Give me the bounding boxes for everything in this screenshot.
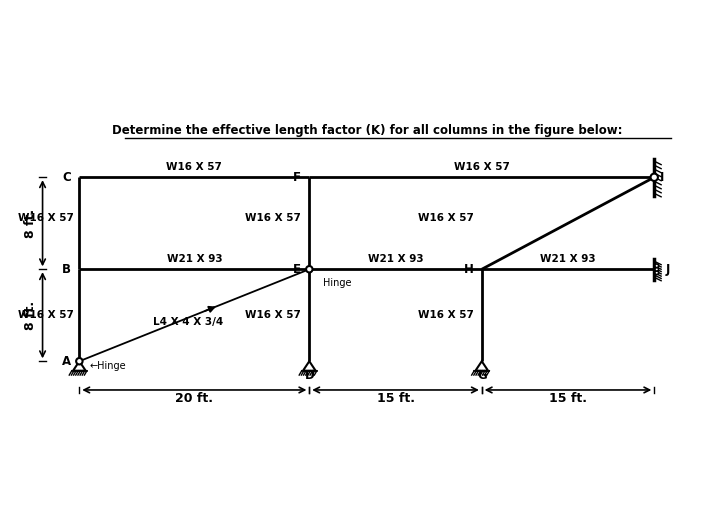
Text: W16 X 57: W16 X 57 (245, 310, 302, 320)
Text: B: B (63, 263, 71, 276)
Circle shape (655, 271, 659, 275)
Text: F: F (293, 171, 302, 184)
Text: 8 ft.: 8 ft. (24, 209, 37, 238)
Circle shape (655, 267, 659, 271)
Circle shape (655, 264, 659, 268)
Text: 15 ft.: 15 ft. (377, 392, 415, 405)
Text: L4 X 4 X 3/4: L4 X 4 X 3/4 (153, 317, 224, 327)
Text: Determine the effective length factor (K) for all columns in the figure below:: Determine the effective length factor (K… (112, 124, 622, 137)
Text: 20 ft.: 20 ft. (175, 392, 213, 405)
Text: W16 X 57: W16 X 57 (418, 310, 474, 320)
Text: Hinge: Hinge (323, 278, 352, 288)
Text: ←Hinge: ←Hinge (90, 362, 127, 372)
Text: I: I (660, 171, 664, 184)
Text: G: G (477, 369, 486, 382)
Text: A: A (62, 355, 71, 368)
Circle shape (650, 173, 658, 181)
Text: 8 ft.: 8 ft. (24, 301, 37, 330)
Text: W21 X 93: W21 X 93 (368, 254, 423, 264)
Text: D: D (304, 369, 314, 382)
Text: J: J (666, 263, 670, 276)
Text: W21 X 93: W21 X 93 (167, 254, 222, 264)
Circle shape (76, 358, 82, 365)
Text: W16 X 57: W16 X 57 (418, 212, 474, 222)
Text: W21 X 93: W21 X 93 (540, 254, 596, 264)
Text: W16 X 57: W16 X 57 (18, 212, 74, 222)
Text: W16 X 57: W16 X 57 (245, 212, 302, 222)
Text: C: C (63, 171, 71, 184)
Text: W16 X 57: W16 X 57 (454, 162, 510, 172)
Text: E: E (293, 263, 302, 276)
Text: W16 X 57: W16 X 57 (167, 162, 222, 172)
Text: 15 ft.: 15 ft. (549, 392, 587, 405)
Text: H: H (464, 263, 474, 276)
Circle shape (306, 266, 313, 272)
Text: W16 X 57: W16 X 57 (18, 310, 74, 320)
